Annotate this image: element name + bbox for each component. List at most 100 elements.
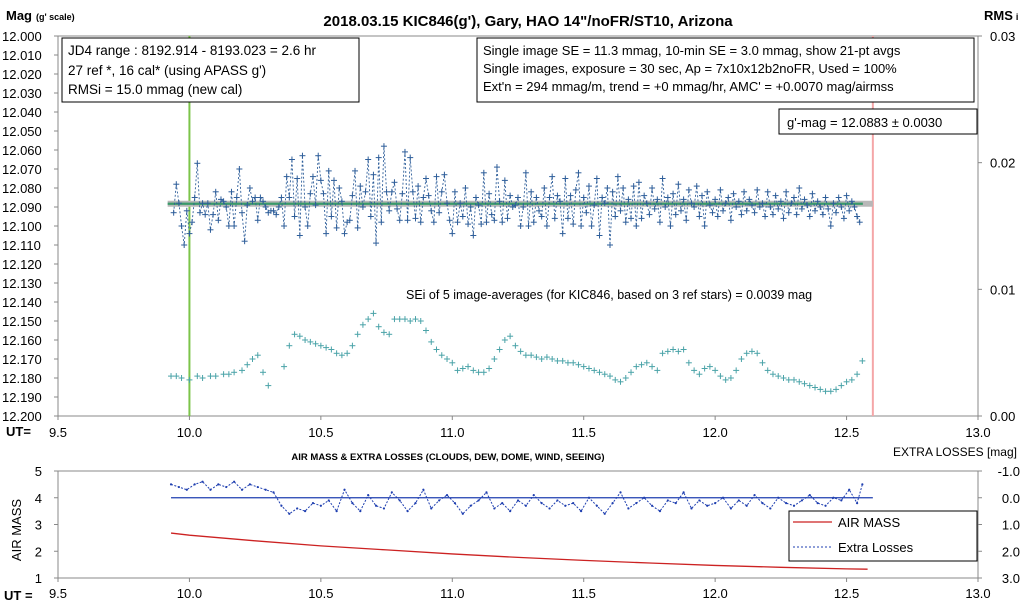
air-mass-line [170, 532, 868, 570]
sei-point [417, 318, 424, 324]
single-image-point [349, 192, 356, 199]
extra-losses-point [808, 493, 811, 497]
single-image-point [662, 204, 669, 210]
single-image-point [691, 204, 698, 210]
extra-losses-point [548, 507, 551, 510]
single-image-point [352, 167, 359, 174]
y2-tick-label: 0.03 [990, 29, 1015, 44]
extra-losses-point [367, 493, 370, 497]
extra-losses-point [524, 504, 527, 507]
y-tick-label: 12.190 [2, 390, 42, 405]
extra-losses-point [240, 488, 244, 491]
sei-point [344, 350, 351, 357]
extra-losses-point [177, 485, 181, 489]
single-image-point [596, 232, 603, 239]
single-image-point [806, 213, 813, 220]
single-image-point [283, 173, 290, 180]
extra-losses-point [343, 488, 346, 491]
bottom-y2-axis-label: EXTRA LOSSES [mag] [893, 445, 1017, 459]
extra-losses-point [572, 502, 575, 505]
y-tick-label: 12.180 [2, 371, 42, 386]
single-image-point [685, 186, 692, 193]
bottom-y-tick-label: 2 [35, 544, 42, 559]
sei-point [491, 356, 498, 362]
y2-axis-label-text: RMS [984, 8, 1013, 23]
extra-losses-point [217, 483, 220, 486]
single-image-point [428, 207, 435, 214]
extra-losses-point [666, 499, 669, 502]
single-image-point [528, 188, 535, 195]
single-image-point [246, 185, 253, 191]
bottom-x-tick-label: 12.5 [834, 586, 859, 601]
y-tick-label: 12.170 [2, 352, 42, 367]
sei-point [444, 356, 451, 362]
single-image-point [202, 211, 209, 218]
single-image-point [170, 209, 177, 216]
single-image-point [367, 213, 374, 220]
single-image-point [423, 175, 429, 182]
sei-point [622, 375, 629, 381]
single-image-point [543, 223, 550, 229]
bottom-y2-tick-label: -1.0 [998, 464, 1020, 479]
single-image-point [585, 183, 592, 190]
single-image-point [228, 188, 235, 195]
single-image-point [333, 224, 340, 231]
sei-point [664, 348, 671, 355]
sei-point [617, 378, 624, 385]
bottom-y-tick-label: 5 [35, 464, 42, 479]
single-image-point [191, 194, 198, 201]
single-image-point [412, 215, 419, 222]
extra-losses-point [233, 480, 236, 483]
extra-losses-point [225, 485, 228, 489]
single-image-point [328, 213, 335, 220]
single-image-point [791, 194, 797, 201]
sei-point [838, 382, 845, 389]
single-image-point [467, 204, 474, 210]
extra-losses-point [185, 488, 188, 491]
single-image-point [551, 215, 558, 222]
extra-losses-point [777, 496, 780, 499]
single-image-point [701, 223, 708, 229]
info-box-left-frame [61, 37, 360, 103]
single-image-point [196, 209, 203, 216]
extra-losses-point [650, 504, 654, 507]
single-image-point [189, 219, 196, 226]
single-image-point [764, 188, 771, 195]
info-line-rmsi: RMSi = 15.0 mmag (new cal) [68, 82, 242, 97]
single-image-point [465, 221, 472, 228]
single-image-point [704, 188, 711, 195]
y-tick-label: 12.000 [2, 29, 42, 44]
single-image-point [769, 211, 776, 218]
single-image-point [291, 213, 298, 220]
single-image-point [370, 171, 377, 178]
single-image-point [572, 186, 579, 193]
extra-losses-point [248, 483, 251, 486]
x-axis-label: UT= [6, 424, 31, 439]
single-image-point [696, 213, 703, 220]
sei-point [312, 340, 319, 347]
single-image-point [817, 204, 824, 210]
sei-point [407, 318, 414, 324]
extra-losses-point [382, 507, 386, 510]
single-image-point [183, 207, 190, 214]
single-image-point [675, 181, 682, 188]
single-image-point [307, 190, 314, 197]
y-tick-label: 12.050 [2, 124, 42, 139]
single-image-point [756, 204, 763, 210]
single-image-point [493, 164, 500, 171]
single-image-point [341, 230, 348, 237]
extra-losses-point [769, 507, 772, 510]
extra-losses-point [674, 502, 677, 505]
y2-tick-label: 0.00 [990, 409, 1015, 424]
single-image-point [735, 198, 742, 205]
info-box-left: JD4 range : 8192.914 - 8193.023 = 2.6 hr… [61, 37, 360, 103]
sei-point [722, 376, 729, 383]
sei-point [454, 367, 461, 374]
top-axes: 12.000 12.010 12.020 12.030 12.040 12.050 12.0… [2, 29, 1015, 440]
info-box-right-frame [476, 37, 975, 103]
bottom-x-tick-label: 9.5 [49, 586, 67, 601]
sei-point [349, 342, 356, 349]
x-tick-label: 12.5 [834, 425, 859, 440]
y-tick-label: 12.060 [2, 143, 42, 158]
single-image-point [546, 194, 553, 201]
